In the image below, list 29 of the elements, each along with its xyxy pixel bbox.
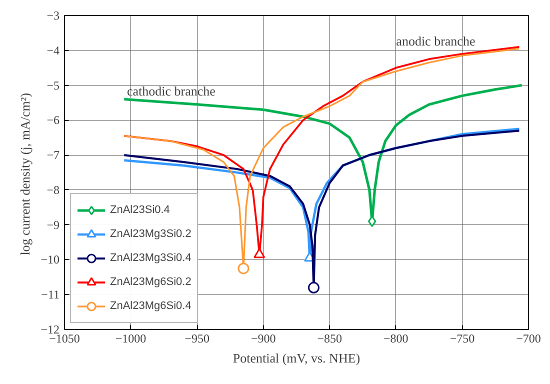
x-tick-label: −750 [450, 332, 475, 346]
x-tick-label: −700 [516, 332, 541, 346]
x-tick-label: −1000 [115, 332, 146, 346]
x-tick-label: −950 [184, 332, 210, 346]
legend-label: ZnAl23Mg6Si0.2 [110, 276, 192, 288]
y-tick-label: −4 [46, 43, 60, 58]
point [238, 262, 250, 274]
y-tick-label: −11 [41, 288, 60, 302]
x-axis-title: Potential (mV, vs. NHE) [232, 350, 360, 366]
point [254, 248, 266, 258]
legend-label: ZnAl23Mg6Si0.4 [110, 300, 192, 312]
x-tick-label: −900 [250, 332, 276, 346]
y-tick-label: −9 [46, 218, 60, 232]
legend-label: ZnAl23Mg3Si0.2 [110, 228, 192, 240]
y-axis-title: log current density (j, mA/cm²) [18, 92, 33, 256]
annotation: cathodic branche [127, 83, 216, 98]
x-tick-label: −850 [317, 332, 342, 346]
x-tick-label: −800 [384, 332, 408, 346]
point [308, 282, 320, 294]
legend-label: ZnAl23Mg3Si0.4 [110, 252, 192, 264]
y-tick-label: −7 [46, 148, 60, 162]
legend-label: ZnAl23Si0.4 [110, 204, 170, 216]
y-tick-label: −10 [40, 252, 60, 267]
y-tick-label: −5 [46, 78, 60, 92]
y-tick-label: −6 [46, 113, 60, 128]
y-tick-label: −8 [46, 182, 60, 197]
y-tick-label: −3 [46, 8, 60, 22]
annotation: anodic branche [396, 33, 476, 48]
point [368, 216, 376, 228]
